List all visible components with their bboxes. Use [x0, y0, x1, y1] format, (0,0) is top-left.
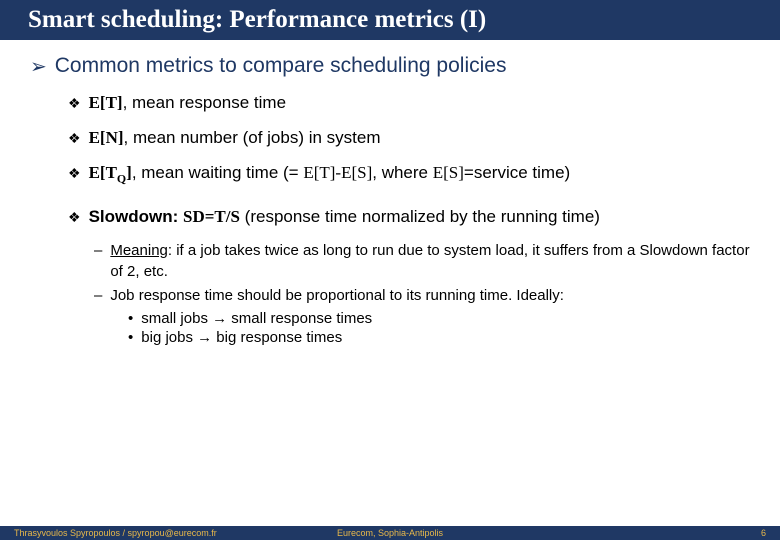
dash-bullet-icon: –: [94, 286, 102, 306]
diamond-bullet-icon: ❖: [68, 162, 81, 184]
slowdown-formula: SD=T/S: [183, 207, 240, 226]
note-text: Meaning: if a job takes twice as long to…: [110, 241, 760, 282]
slowdown-desc: (response time normalized by the running…: [240, 207, 600, 226]
metric-desc-a: , mean waiting time (=: [132, 163, 304, 182]
dot-bullet-icon: •: [128, 310, 133, 327]
dash-bullet-icon: –: [94, 241, 102, 261]
slowdown-note-proportional: – Job response time should be proportion…: [94, 286, 760, 306]
metric-line: E[N], mean number (of jobs) in system: [89, 127, 381, 150]
metric-item-etq: ❖ E[TQ], mean waiting time (= E[T]-E[S],…: [68, 162, 760, 186]
heading-line: ➢ Common metrics to compare scheduling p…: [30, 54, 760, 80]
metric-symbol: E[N]: [89, 128, 124, 147]
metric-item-en: ❖ E[N], mean number (of jobs) in system: [68, 127, 760, 150]
dot-bullet-icon: •: [128, 329, 133, 346]
slowdown-label: Slowdown:: [89, 207, 183, 226]
slide-body: ➢ Common metrics to compare scheduling p…: [0, 40, 780, 346]
metric-formula1: E[T]-E[S]: [303, 163, 372, 182]
metric-symbol: E[TQ]: [89, 163, 132, 182]
slowdown-subpoint-small: • small jobs → small response times: [128, 310, 760, 327]
heading-text: Common metrics to compare scheduling pol…: [55, 54, 507, 78]
slowdown-note-meaning: – Meaning: if a job takes twice as long …: [94, 241, 760, 282]
metric-desc-c: =service time): [464, 163, 570, 182]
footer-author: Thrasyvoulos Spyropoulos / spyropou@eure…: [14, 528, 217, 538]
diamond-bullet-icon: ❖: [68, 127, 81, 149]
footer-page-number: 6: [761, 528, 766, 538]
metric-line: Slowdown: SD=T/S (response time normaliz…: [89, 206, 600, 229]
slowdown-subpoint-big: • big jobs → big response times: [128, 329, 760, 346]
footer-org: Eurecom, Sophia-Antipolis: [337, 528, 443, 538]
footer-bar: Thrasyvoulos Spyropoulos / spyropou@eure…: [0, 526, 780, 540]
metric-desc: , mean number (of jobs) in system: [124, 128, 381, 147]
diamond-bullet-icon: ❖: [68, 92, 81, 114]
subpoint-text: big jobs → big response times: [141, 329, 342, 346]
metric-symbol: E[T]: [89, 93, 123, 112]
metric-desc: , mean response time: [123, 93, 286, 112]
metric-item-et: ❖ E[T], mean response time: [68, 92, 760, 115]
arrow-bullet-icon: ➢: [30, 54, 47, 80]
metric-item-slowdown: ❖ Slowdown: SD=T/S (response time normal…: [68, 206, 760, 229]
metric-line: E[T], mean response time: [89, 92, 286, 115]
slide-title: Smart scheduling: Performance metrics (I…: [0, 0, 780, 40]
metric-desc-b: , where: [372, 163, 432, 182]
metric-formula2: E[S]: [433, 163, 464, 182]
diamond-bullet-icon: ❖: [68, 206, 81, 228]
metric-line: E[TQ], mean waiting time (= E[T]-E[S], w…: [89, 162, 571, 186]
subpoint-text: small jobs → small response times: [141, 310, 372, 327]
note-text: Job response time should be proportional…: [110, 286, 564, 306]
